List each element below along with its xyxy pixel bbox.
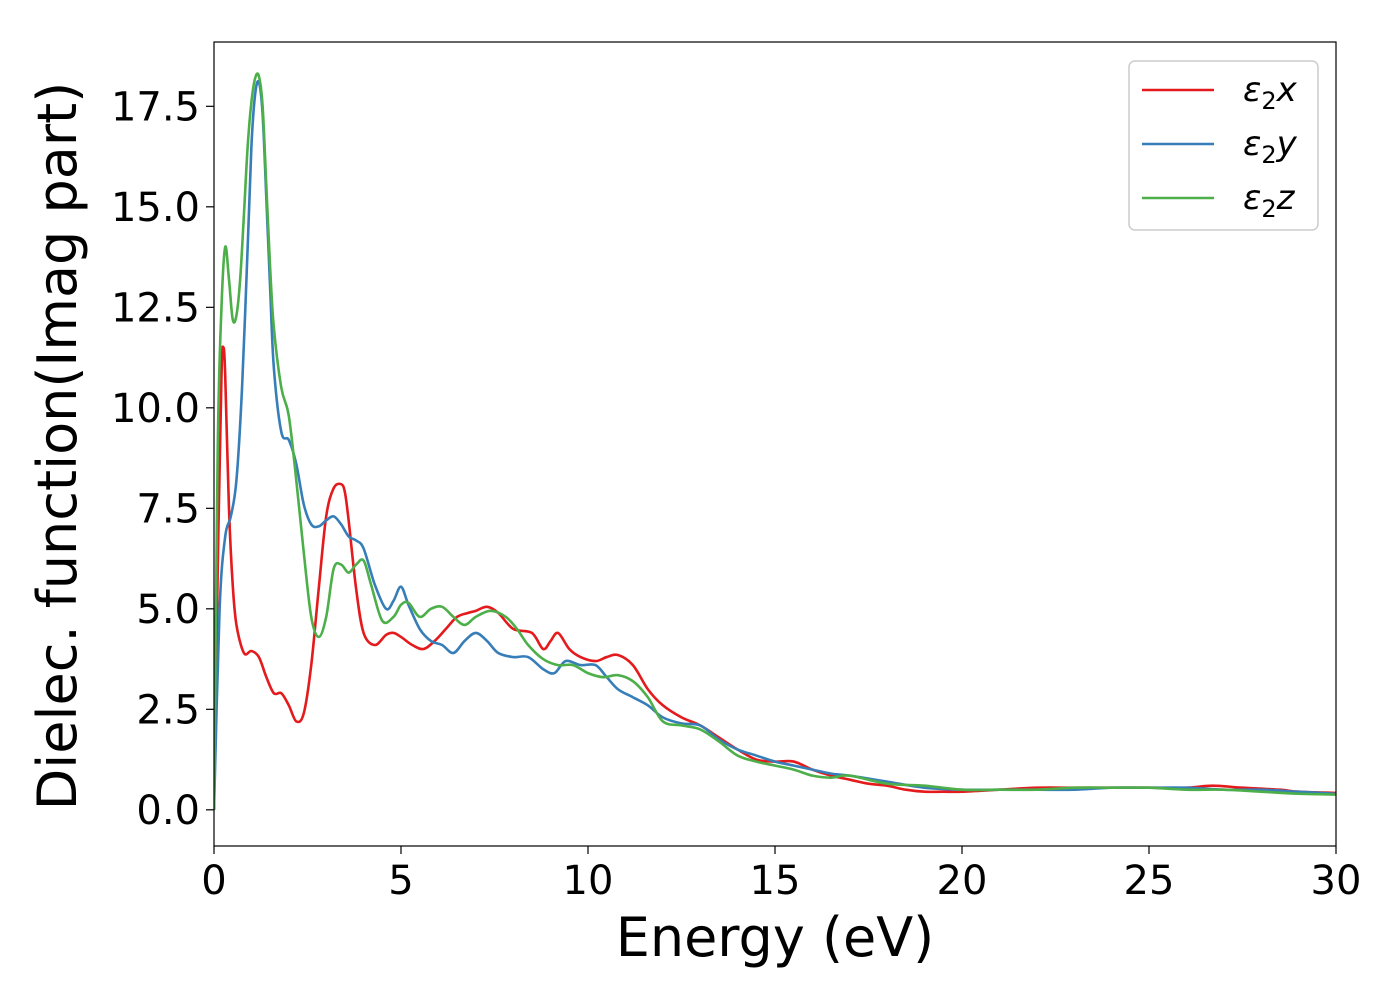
legend-label-y: ε2y [1243, 124, 1298, 169]
x-axis-title: Energy (eV) [616, 906, 935, 969]
y-tick-label: 12.5 [111, 285, 200, 331]
series-layer [214, 72, 1336, 810]
legend: ε2x ε2y ε2z [1128, 60, 1319, 231]
x-tick-label: 0 [201, 858, 226, 904]
series-line-z [214, 72, 1336, 810]
y-tick-label: 5.0 [136, 587, 200, 633]
x-tick-label: 20 [937, 858, 988, 904]
y-tick-label: 7.5 [136, 486, 200, 532]
x-tick-label: 15 [750, 858, 801, 904]
legend-box [1128, 60, 1319, 231]
y-axis-ticks: 0.0 2.5 5.0 7.5 10.0 12.5 15.0 17.5 [111, 84, 214, 834]
x-tick-label: 25 [1124, 858, 1175, 904]
legend-label-x: ε2x [1243, 70, 1298, 115]
series-line-x [214, 345, 1336, 810]
x-tick-label: 5 [388, 858, 413, 904]
x-axis-ticks: 0 5 10 15 20 25 30 [201, 846, 1361, 904]
y-tick-label: 0.0 [136, 788, 200, 834]
y-tick-label: 2.5 [136, 687, 200, 733]
x-tick-label: 10 [563, 858, 614, 904]
legend-label-z: ε2z [1243, 178, 1296, 223]
y-tick-label: 15.0 [111, 185, 200, 231]
y-axis-title: Dielec. function(Imag part) [26, 82, 89, 811]
y-tick-label: 17.5 [111, 84, 200, 130]
y-tick-label: 10.0 [111, 386, 200, 432]
x-tick-label: 30 [1311, 858, 1362, 904]
